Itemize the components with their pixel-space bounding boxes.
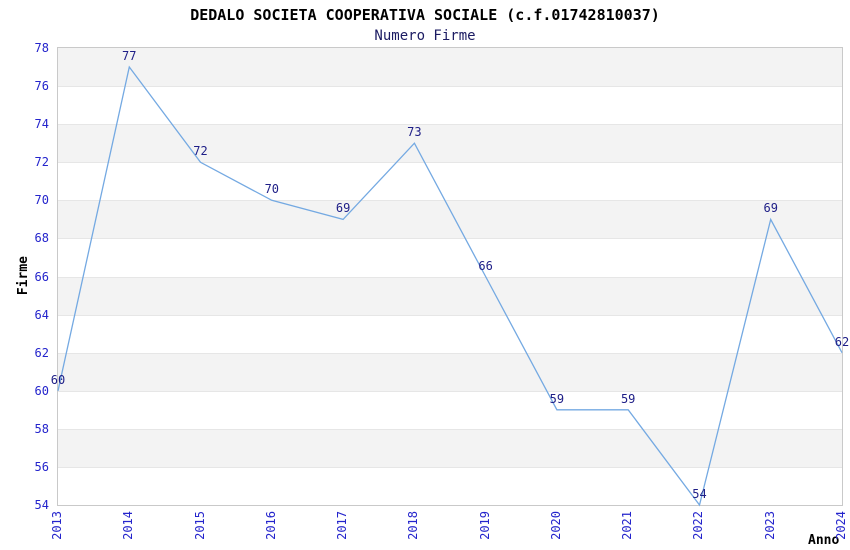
plot-band [58, 390, 842, 429]
plot-band [58, 352, 842, 391]
y-tick-label: 64 [34, 307, 49, 322]
y-tick-label: 56 [34, 459, 49, 474]
plot-band [58, 200, 842, 239]
x-tick-label: 2022 [691, 511, 706, 540]
y-tick-label: 68 [34, 231, 49, 246]
line-series-svg [57, 65, 843, 507]
plot-band [58, 314, 842, 353]
plot-band [58, 238, 842, 277]
point-label: 70 [264, 182, 280, 197]
point-label: 77 [122, 49, 137, 64]
x-tick-label: 2016 [263, 511, 278, 540]
plot-band [58, 162, 842, 201]
point-label: 60 [50, 372, 66, 387]
x-tick-label: 2020 [548, 511, 563, 540]
series-line [57, 65, 843, 507]
y-tick-label: 66 [34, 269, 49, 284]
point-label: 72 [193, 144, 208, 159]
point-label: 62 [834, 334, 850, 349]
point-label: 54 [692, 487, 707, 501]
y-tick-label: 54 [34, 498, 49, 512]
plot-band [58, 276, 842, 315]
x-tick-label: 2013 [50, 511, 64, 540]
point-label: 66 [478, 258, 493, 273]
x-tick-label: 2019 [477, 511, 492, 540]
point-label: 59 [620, 391, 636, 406]
plot-band [58, 466, 842, 505]
y-tick-label: 60 [34, 383, 49, 398]
plot-band [58, 48, 842, 87]
x-tick-label: 2018 [406, 511, 421, 540]
point-label: 73 [407, 125, 422, 140]
point-label: 69 [335, 201, 351, 216]
y-tick-label: 72 [34, 155, 49, 170]
chart-title: DEDALO SOCIETA COOPERATIVA SOCIALE (c.f.… [190, 6, 660, 24]
x-tick-label: 2023 [762, 511, 777, 540]
plot-band [58, 124, 842, 163]
plot-area: 60 77 72 70 69 73 66 59 59 54 69 62 [51, 47, 849, 507]
x-tick-label: 2014 [121, 511, 136, 540]
chart-subtitle: Numero Firme [374, 28, 476, 44]
y-tick-label: 58 [34, 421, 49, 436]
plot-band [58, 86, 842, 125]
x-axis-title: Anno [808, 533, 840, 548]
y-tick-label: 74 [34, 117, 49, 132]
x-tick-label: 2017 [335, 511, 350, 540]
point-label: 59 [549, 391, 565, 406]
x-tick-label: 2015 [192, 511, 207, 540]
y-tick-label: 76 [34, 79, 49, 94]
x-tick-label: 2021 [620, 511, 635, 540]
y-tick-label: 62 [34, 345, 49, 360]
y-tick-label: 70 [34, 193, 49, 208]
x-tick-label: 2024 [834, 511, 848, 540]
point-label: 69 [763, 201, 778, 216]
plot-band [58, 428, 842, 467]
y-tick-label: 78 [34, 41, 49, 55]
